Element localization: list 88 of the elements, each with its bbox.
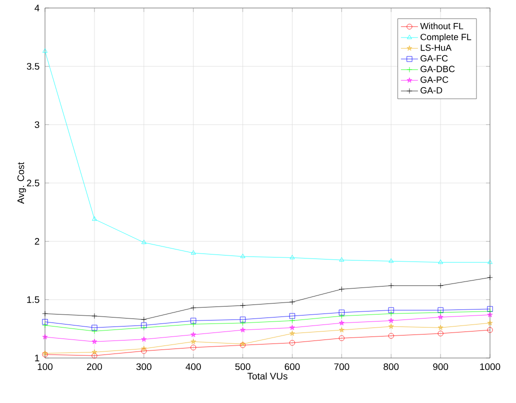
y-tick-label: 1.5	[27, 296, 40, 303]
y-tick-label: 3.5	[26, 62, 40, 70]
point	[42, 310, 48, 316]
y-axis-title: Avg. Cost	[17, 162, 26, 204]
point	[339, 257, 344, 262]
y-tick-label: 3	[34, 121, 40, 128]
point	[240, 316, 246, 322]
point	[487, 306, 493, 312]
point	[438, 310, 444, 316]
point	[92, 328, 98, 334]
point	[92, 338, 98, 344]
x-tick-label: 400	[186, 363, 201, 370]
point	[141, 316, 147, 322]
point	[42, 322, 48, 328]
point	[388, 318, 394, 323]
point	[388, 307, 394, 313]
point	[388, 258, 394, 263]
point	[388, 310, 394, 316]
x-tick-label: 500	[235, 363, 250, 370]
point	[438, 282, 444, 288]
point	[190, 305, 196, 311]
point	[92, 313, 98, 319]
point	[190, 332, 196, 337]
x-tick-label: 900	[433, 363, 448, 370]
point	[487, 327, 493, 333]
point	[240, 320, 246, 326]
point	[289, 313, 296, 319]
point	[141, 240, 146, 244]
point	[190, 344, 196, 350]
point	[92, 324, 98, 330]
point	[338, 335, 344, 341]
y-tick-label: 2	[34, 238, 40, 245]
point	[388, 324, 394, 329]
point	[290, 330, 295, 336]
point	[289, 340, 296, 346]
point	[190, 318, 196, 324]
point	[42, 319, 48, 325]
point	[92, 216, 97, 221]
x-tick-label: 600	[284, 363, 300, 370]
point	[92, 352, 98, 358]
point	[240, 254, 246, 258]
legend-label: Without FL	[420, 22, 464, 30]
y-tick-label: 1	[35, 354, 40, 362]
point	[338, 286, 344, 292]
point	[240, 302, 246, 308]
point	[488, 260, 492, 264]
point	[290, 324, 295, 330]
point	[438, 314, 444, 320]
point	[92, 349, 98, 354]
x-tick-label: 200	[87, 363, 102, 370]
legend-label: GA-FC	[420, 55, 448, 62]
x-tick-label: 800	[384, 363, 399, 370]
point	[290, 254, 295, 260]
point	[42, 334, 48, 340]
x-tick-label: 1000	[480, 363, 500, 370]
point	[388, 333, 394, 339]
point	[338, 310, 344, 316]
x-tick-label: 300	[136, 363, 152, 370]
point	[487, 320, 493, 326]
point	[289, 318, 296, 324]
point	[438, 260, 444, 264]
point	[42, 48, 48, 53]
x-tick-label: 100	[38, 363, 53, 370]
point	[190, 338, 196, 344]
point	[141, 336, 147, 342]
point	[339, 320, 344, 326]
point	[438, 330, 444, 336]
point	[487, 312, 493, 318]
point	[289, 299, 296, 305]
point	[438, 324, 444, 330]
legend-label: Complete FL	[420, 34, 472, 42]
legend-label: GA-DBC	[420, 66, 455, 72]
y-tick-label: 4	[34, 4, 40, 12]
point	[141, 348, 147, 354]
point	[388, 282, 394, 288]
legend-label: GA-PC	[420, 76, 448, 83]
legend-label: LS-HuA	[420, 44, 452, 51]
point	[190, 321, 196, 327]
x-tick-label: 700	[334, 363, 350, 370]
point	[240, 327, 246, 332]
legend-label: GA-D	[420, 87, 442, 94]
point	[190, 250, 196, 254]
x-axis-title: Total VUs	[247, 372, 288, 380]
point	[338, 313, 344, 319]
point	[487, 274, 493, 280]
point	[339, 327, 344, 332]
point	[141, 346, 147, 351]
y-tick-label: 2.5	[26, 180, 40, 186]
